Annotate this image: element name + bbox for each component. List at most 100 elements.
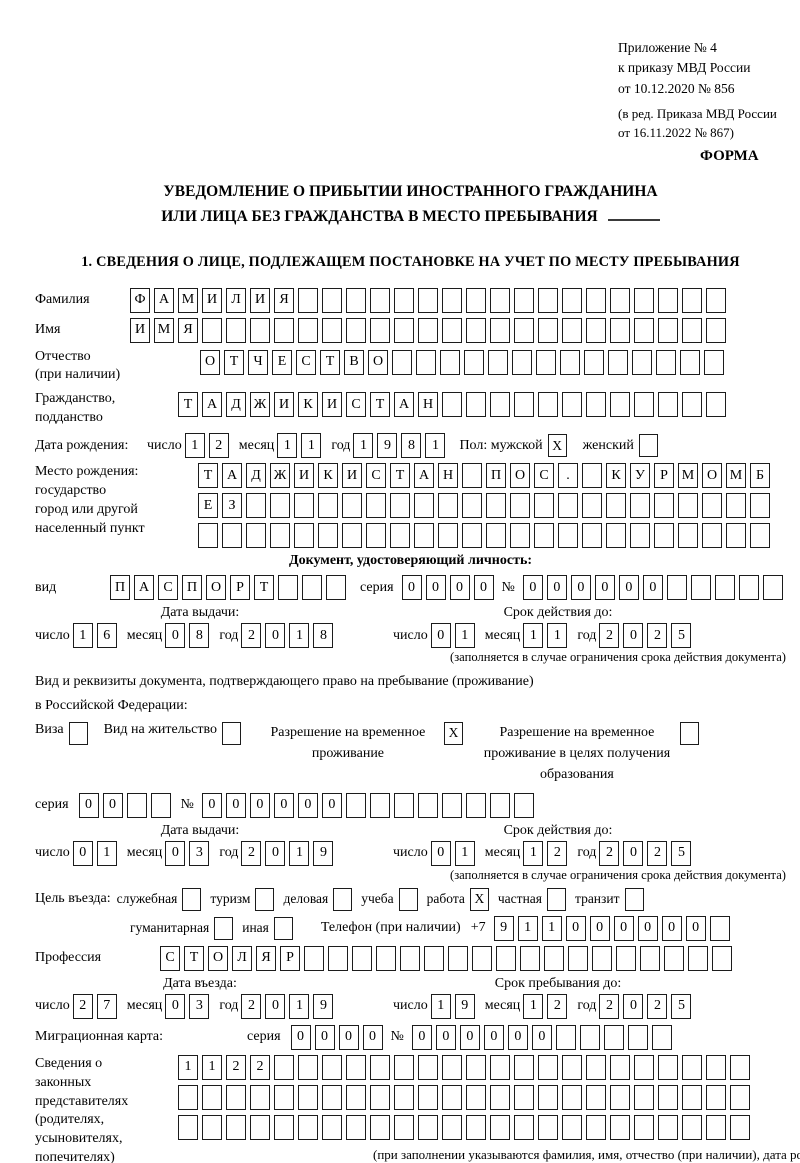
form-cell[interactable] <box>714 575 735 601</box>
form-cell[interactable]: 2 <box>647 840 668 866</box>
form-cell[interactable]: 0 <box>225 792 246 818</box>
form-cell[interactable] <box>608 349 628 375</box>
form-cell[interactable] <box>690 575 711 601</box>
form-cell[interactable]: О <box>510 463 530 489</box>
form-cell[interactable]: Т <box>254 575 274 601</box>
form-cell[interactable]: 1 <box>277 433 298 459</box>
form-cell[interactable] <box>514 1084 534 1110</box>
form-cell[interactable] <box>414 493 434 519</box>
form-cell[interactable] <box>562 1054 582 1080</box>
form-cell[interactable]: 0 <box>430 840 451 866</box>
form-cell[interactable]: 2 <box>241 993 262 1019</box>
form-cell[interactable] <box>466 287 486 313</box>
form-cell[interactable] <box>688 945 708 971</box>
form-cell[interactable] <box>274 1084 294 1110</box>
form-cell[interactable]: 0 <box>459 1024 480 1050</box>
form-cell[interactable] <box>270 523 290 549</box>
form-cell[interactable] <box>322 287 342 313</box>
form-cell[interactable]: 6 <box>96 623 117 649</box>
form-cell[interactable] <box>490 1054 510 1080</box>
form-cell[interactable] <box>202 317 222 343</box>
form-cell[interactable]: 0 <box>685 915 706 941</box>
form-cell[interactable]: 1 <box>72 623 93 649</box>
form-cell[interactable] <box>304 945 324 971</box>
form-cell[interactable]: 0 <box>637 915 658 941</box>
form-cell[interactable]: Ф <box>130 287 150 313</box>
form-cell[interactable] <box>394 317 414 343</box>
form-cell[interactable] <box>651 1024 672 1050</box>
form-cell[interactable]: 1 <box>425 433 446 459</box>
form-cell[interactable] <box>294 493 314 519</box>
form-cell[interactable] <box>298 1054 318 1080</box>
form-cell[interactable]: 0 <box>507 1024 528 1050</box>
form-cell[interactable]: 0 <box>618 575 639 601</box>
form-cell[interactable] <box>709 915 730 941</box>
form-cell[interactable] <box>634 1054 654 1080</box>
form-cell[interactable]: 0 <box>483 1024 504 1050</box>
form-cell[interactable] <box>762 575 783 601</box>
form-cell[interactable]: 0 <box>72 840 93 866</box>
form-cell[interactable]: 2 <box>241 623 262 649</box>
form-cell[interactable]: К <box>606 463 626 489</box>
form-cell[interactable] <box>634 317 654 343</box>
form-cell[interactable] <box>370 1084 390 1110</box>
form-cell[interactable] <box>514 287 534 313</box>
form-cell[interactable]: 2 <box>226 1054 246 1080</box>
form-cell[interactable] <box>682 1084 702 1110</box>
form-cell[interactable] <box>536 349 556 375</box>
form-cell[interactable]: 0 <box>265 840 286 866</box>
form-cell[interactable]: 1 <box>523 993 544 1019</box>
form-cell[interactable] <box>706 1084 726 1110</box>
form-cell[interactable] <box>568 945 588 971</box>
form-cell[interactable] <box>202 1084 222 1110</box>
form-cell[interactable] <box>555 1024 576 1050</box>
form-cell[interactable] <box>150 792 171 818</box>
form-cell[interactable]: 1 <box>430 993 451 1019</box>
form-cell[interactable]: Т <box>370 392 390 418</box>
form-cell[interactable]: О <box>206 575 226 601</box>
form-cell[interactable] <box>250 1084 270 1110</box>
form-cell[interactable] <box>226 1084 246 1110</box>
form-cell[interactable] <box>658 1084 678 1110</box>
form-cell[interactable] <box>558 523 578 549</box>
form-cell[interactable]: К <box>318 463 338 489</box>
form-cell[interactable] <box>606 523 626 549</box>
form-cell[interactable] <box>464 349 484 375</box>
form-cell[interactable] <box>370 317 390 343</box>
form-cell[interactable]: 2 <box>208 433 229 459</box>
form-cell[interactable]: 0 <box>314 1024 335 1050</box>
form-cell[interactable] <box>520 945 540 971</box>
form-cell[interactable] <box>562 1114 582 1140</box>
form-cell[interactable]: М <box>154 317 174 343</box>
form-cell[interactable] <box>634 1114 654 1140</box>
form-cell[interactable] <box>370 1114 390 1140</box>
form-cell[interactable] <box>627 1024 648 1050</box>
purpose-option-checkbox[interactable] <box>182 887 202 911</box>
form-cell[interactable]: И <box>130 317 150 343</box>
form-cell[interactable]: 1 <box>289 840 310 866</box>
form-cell[interactable] <box>418 1084 438 1110</box>
form-cell[interactable]: 0 <box>102 792 123 818</box>
form-cell[interactable] <box>326 575 346 601</box>
birth-date-group[interactable]: число 1 2 месяц 1 1 год 1 9 8 1 <box>147 433 446 459</box>
form-cell[interactable] <box>560 349 580 375</box>
form-cell[interactable] <box>418 1054 438 1080</box>
form-cell[interactable] <box>394 1054 414 1080</box>
form-cell[interactable] <box>586 1114 606 1140</box>
form-cell[interactable] <box>472 945 492 971</box>
form-cell[interactable] <box>538 392 558 418</box>
form-cell[interactable] <box>250 317 270 343</box>
form-cell[interactable]: 3 <box>189 840 210 866</box>
form-cell[interactable] <box>538 287 558 313</box>
form-cell[interactable] <box>466 392 486 418</box>
form-cell[interactable]: Р <box>230 575 250 601</box>
form-cell[interactable]: 9 <box>313 993 334 1019</box>
